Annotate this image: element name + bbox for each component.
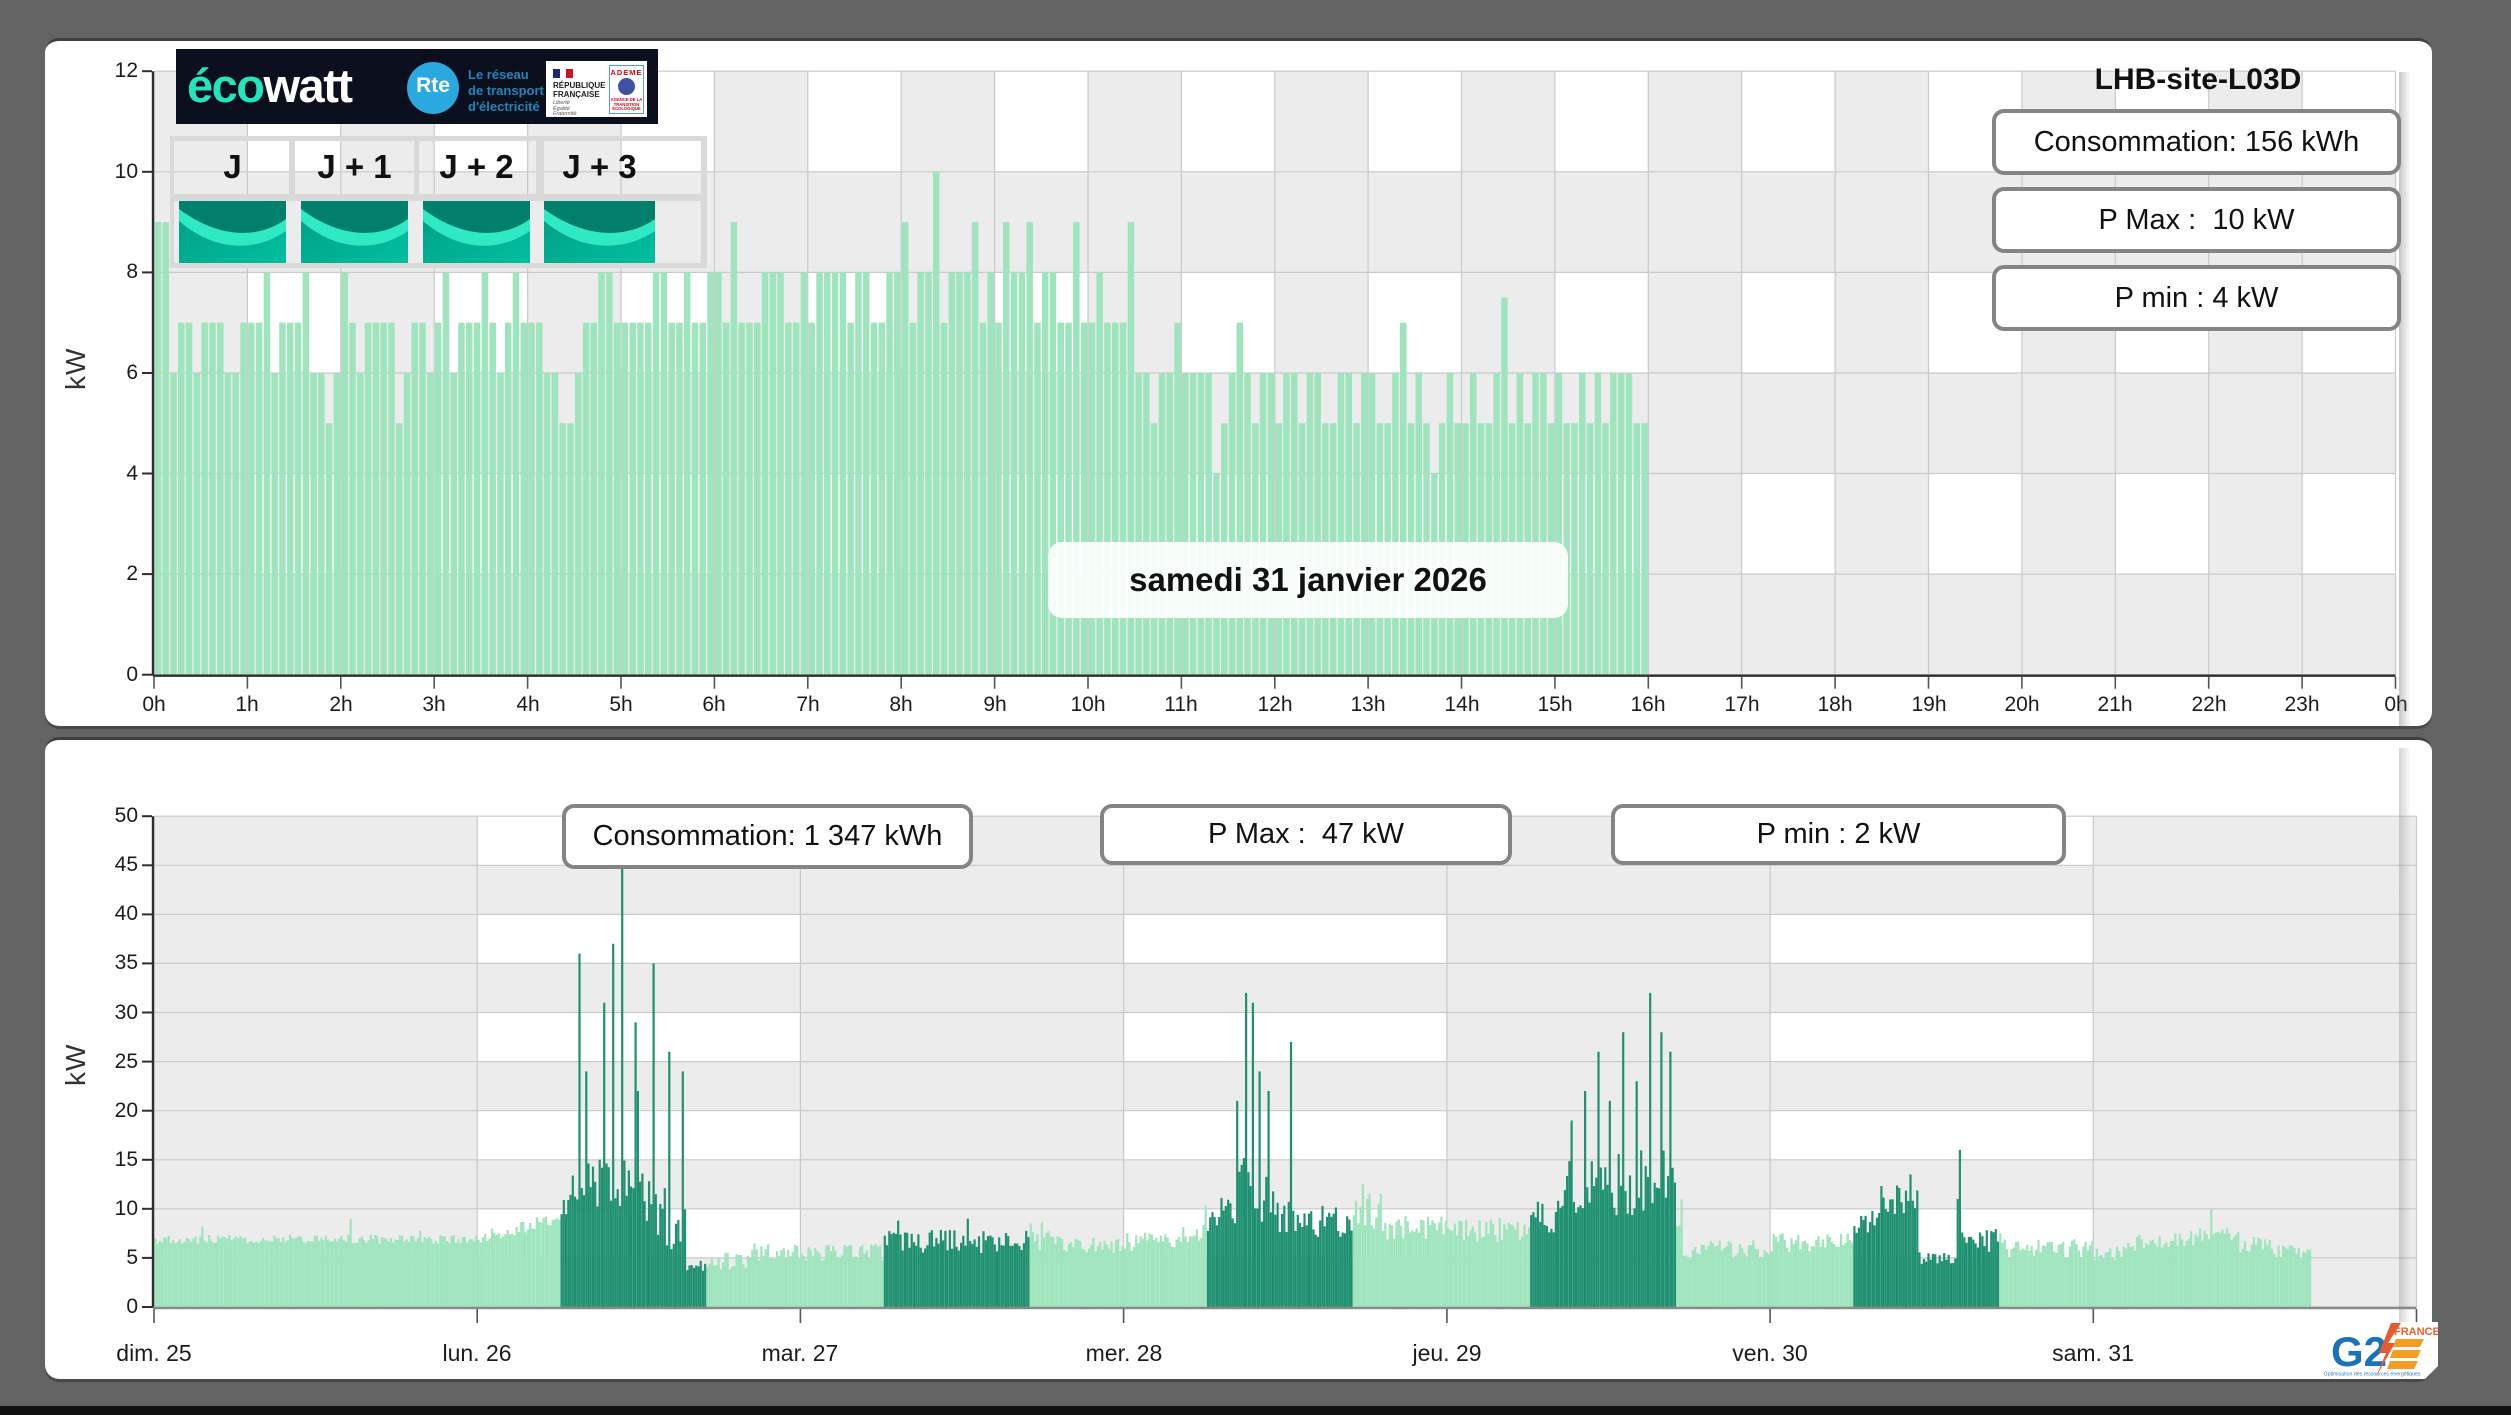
svg-text:G2: G2: [2331, 1328, 2387, 1375]
svg-text:FRANCE: FRANCE: [2394, 1326, 2438, 1338]
svg-text:Optimisation des ressources én: Optimisation des ressources énergétiques: [2324, 1372, 2421, 1378]
